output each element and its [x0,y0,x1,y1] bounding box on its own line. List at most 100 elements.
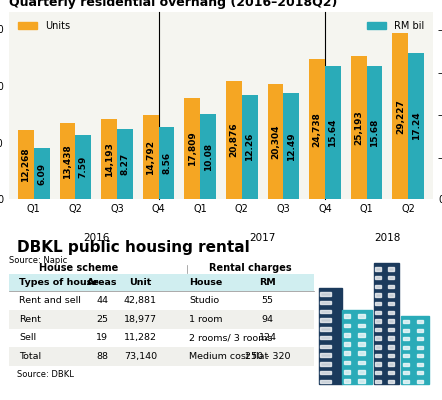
Text: 18,977: 18,977 [124,315,157,324]
Bar [403,371,409,374]
Bar [343,361,351,364]
Bar [388,328,394,331]
Bar [403,362,409,366]
Bar [351,56,366,200]
Bar [319,288,342,384]
Text: 13,438: 13,438 [63,144,72,179]
Bar [159,126,175,200]
Bar [388,380,394,383]
Text: Quarterly residential overhang (2016–2018Q2): Quarterly residential overhang (2016–201… [9,0,337,10]
Bar [388,336,394,340]
Bar [388,345,394,348]
Bar [374,264,399,384]
Text: 12.49: 12.49 [287,132,296,160]
Bar [343,342,351,346]
Bar [342,310,372,384]
Text: 29,227: 29,227 [396,99,405,134]
Text: Medium cost flat: Medium cost flat [189,352,268,361]
Bar [358,342,365,346]
Bar [392,34,408,200]
Text: 14,792: 14,792 [146,140,155,175]
Bar [375,302,381,305]
Text: 250 - 320: 250 - 320 [245,352,290,361]
Bar [325,66,341,200]
Text: Source: Napic: Source: Napic [9,256,67,265]
Bar [417,354,423,358]
Bar [343,324,351,327]
Bar [375,354,381,357]
Legend: Units: Units [14,17,74,35]
Bar [403,337,409,340]
Text: Rental charges: Rental charges [210,263,292,273]
Bar [76,135,91,200]
Bar [388,310,394,314]
Text: 88: 88 [96,352,108,361]
Text: 12.26: 12.26 [245,133,254,162]
Bar [401,316,429,384]
Bar [267,84,283,200]
Bar [366,66,382,200]
Bar [375,328,381,331]
Bar [320,380,331,383]
Bar [117,129,133,200]
Bar [388,302,394,305]
Bar [358,352,365,355]
Text: 11,282: 11,282 [124,333,157,342]
Text: 10.08: 10.08 [204,142,213,170]
Text: House: House [189,278,222,287]
Bar [343,314,351,318]
Bar [403,320,409,323]
Text: 20,304: 20,304 [271,124,280,159]
Bar [388,276,394,280]
Text: 42,881: 42,881 [124,296,157,305]
Bar [101,119,117,200]
Bar [200,114,216,200]
Text: 2016: 2016 [83,233,109,243]
Text: Sell: Sell [19,333,37,342]
Text: 73,140: 73,140 [124,352,157,361]
Bar [375,336,381,340]
Bar [320,327,331,331]
Text: 24,738: 24,738 [312,112,322,147]
Text: 15.64: 15.64 [328,118,337,147]
Bar [18,130,34,200]
Bar [320,336,331,339]
Text: 15.68: 15.68 [370,118,379,147]
Bar [184,98,200,200]
Text: Source: DBKL: Source: DBKL [17,370,74,379]
Bar [320,318,331,322]
Text: 20,876: 20,876 [229,123,238,158]
Bar [375,380,381,383]
Bar [242,95,258,200]
Text: 2 rooms/ 3 rooms: 2 rooms/ 3 rooms [189,333,273,342]
Bar [226,81,242,200]
Text: RM: RM [259,278,276,287]
Bar [403,328,409,332]
Legend: RM bil: RM bil [363,17,428,35]
Bar [403,354,409,358]
Bar [403,380,409,383]
Bar [358,333,365,336]
Text: 19: 19 [96,333,108,342]
Bar [60,123,76,200]
Bar [388,285,394,288]
Bar [417,371,423,374]
FancyBboxPatch shape [9,347,314,366]
Bar [358,314,365,318]
Bar [388,371,394,374]
Text: 17.24: 17.24 [412,112,421,140]
Bar [417,320,423,323]
FancyBboxPatch shape [9,291,314,310]
Text: 8.27: 8.27 [120,153,130,175]
Bar [320,310,331,313]
Bar [408,52,424,200]
Bar [388,319,394,323]
Bar [375,371,381,374]
Text: House scheme: House scheme [39,263,118,273]
Bar [320,301,331,304]
Bar [417,328,423,332]
Bar [375,319,381,323]
Bar [358,361,365,364]
Text: 17,809: 17,809 [188,132,197,166]
Bar [358,324,365,327]
